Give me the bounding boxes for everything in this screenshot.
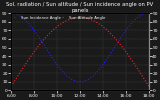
Title: Sol. radiation / Sun altitude / Sun incidence angle on PV panels: Sol. radiation / Sun altitude / Sun inci…	[6, 2, 154, 13]
Legend: Sun Incidence Angle, Sun Altitude Angle: Sun Incidence Angle, Sun Altitude Angle	[13, 15, 105, 20]
